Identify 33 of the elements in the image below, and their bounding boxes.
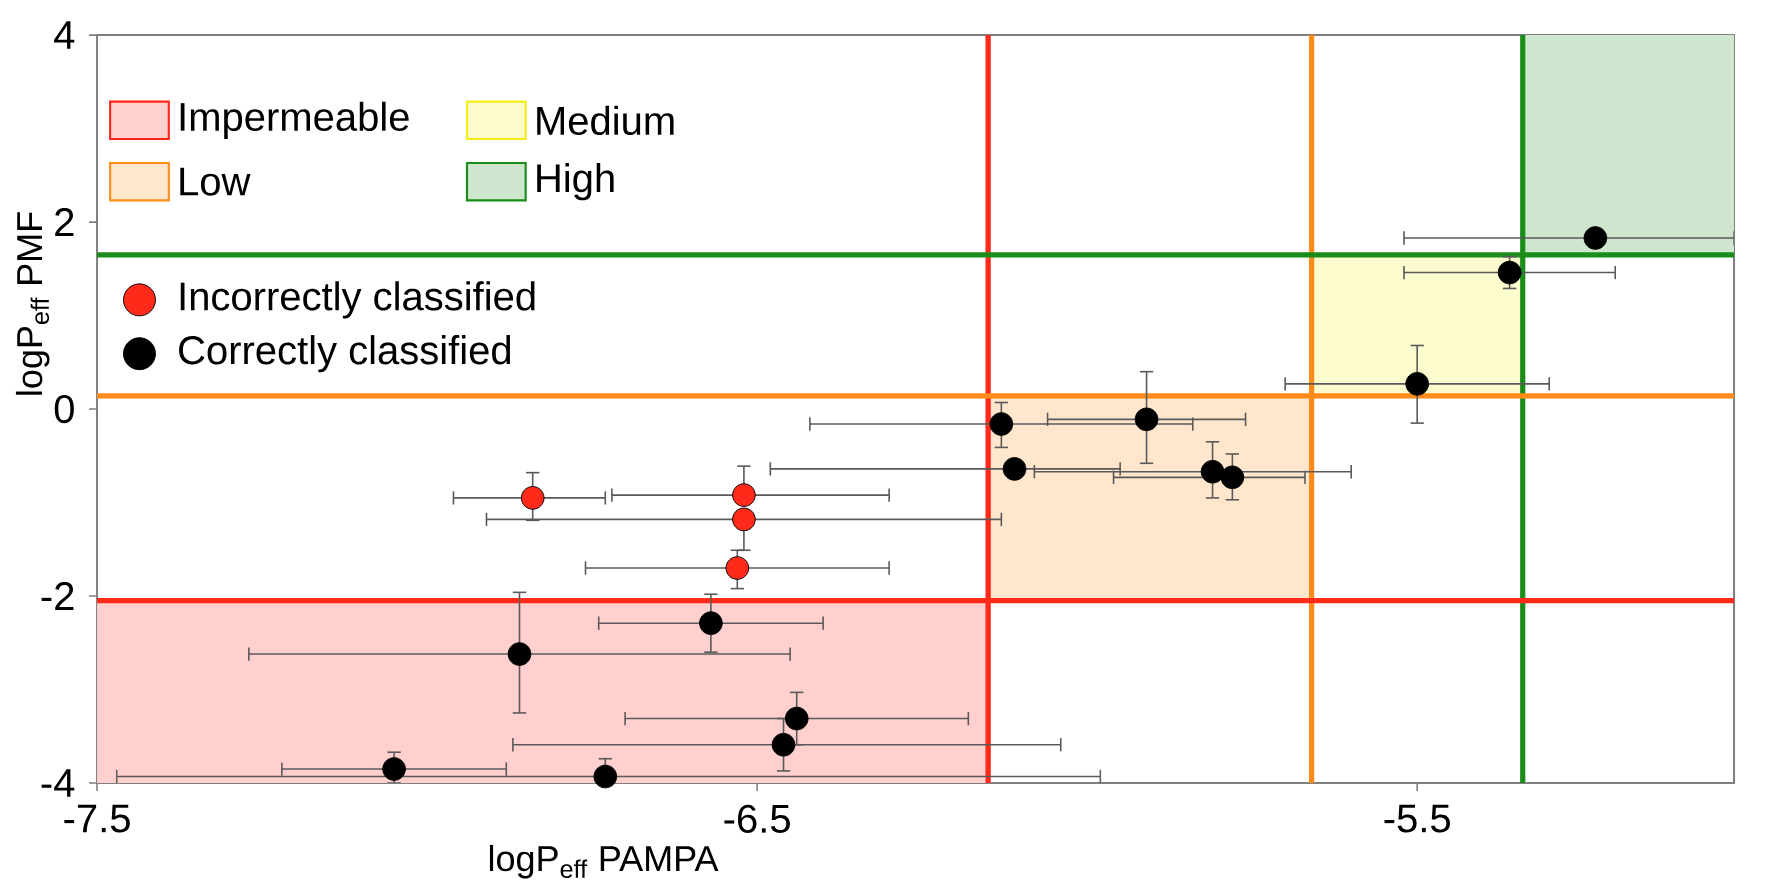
point <box>593 764 618 789</box>
point <box>1200 459 1225 484</box>
point <box>1405 372 1429 396</box>
y-tick-label: 2 <box>55 208 74 237</box>
point <box>1583 226 1608 250</box>
point <box>1497 260 1522 285</box>
point <box>732 483 756 507</box>
point <box>1002 457 1027 481</box>
x-tick-label: -6.5 <box>724 804 790 833</box>
point <box>1220 465 1245 490</box>
point <box>784 706 809 731</box>
x-axis-title: logP$_{eff}$ PAMPA <box>489 844 719 879</box>
legend-label: Impermeable <box>180 101 409 139</box>
y-tick-label: -4 <box>41 769 75 797</box>
legend-label: Incorrectly classified <box>180 281 535 319</box>
x-tick-label: -5.5 <box>1384 804 1450 833</box>
point <box>1134 407 1159 432</box>
x-tick-label: -7.5 <box>64 804 130 833</box>
y-tick-label: 0 <box>54 394 74 424</box>
legend-label: High <box>537 163 614 201</box>
point <box>507 642 532 666</box>
point <box>732 507 756 532</box>
point <box>699 611 723 635</box>
y-tick-label: 4 <box>54 21 75 49</box>
legend-label: Low <box>180 167 251 196</box>
y-axis-title: logP$_{eff}$ PMF <box>15 212 50 395</box>
legend-label: Medium <box>537 105 674 136</box>
point <box>771 732 796 757</box>
point <box>989 412 1014 436</box>
point <box>520 486 545 510</box>
point <box>725 556 750 580</box>
y-tick-label: -2 <box>41 582 74 611</box>
legend-label: Correctly classified <box>179 335 511 373</box>
